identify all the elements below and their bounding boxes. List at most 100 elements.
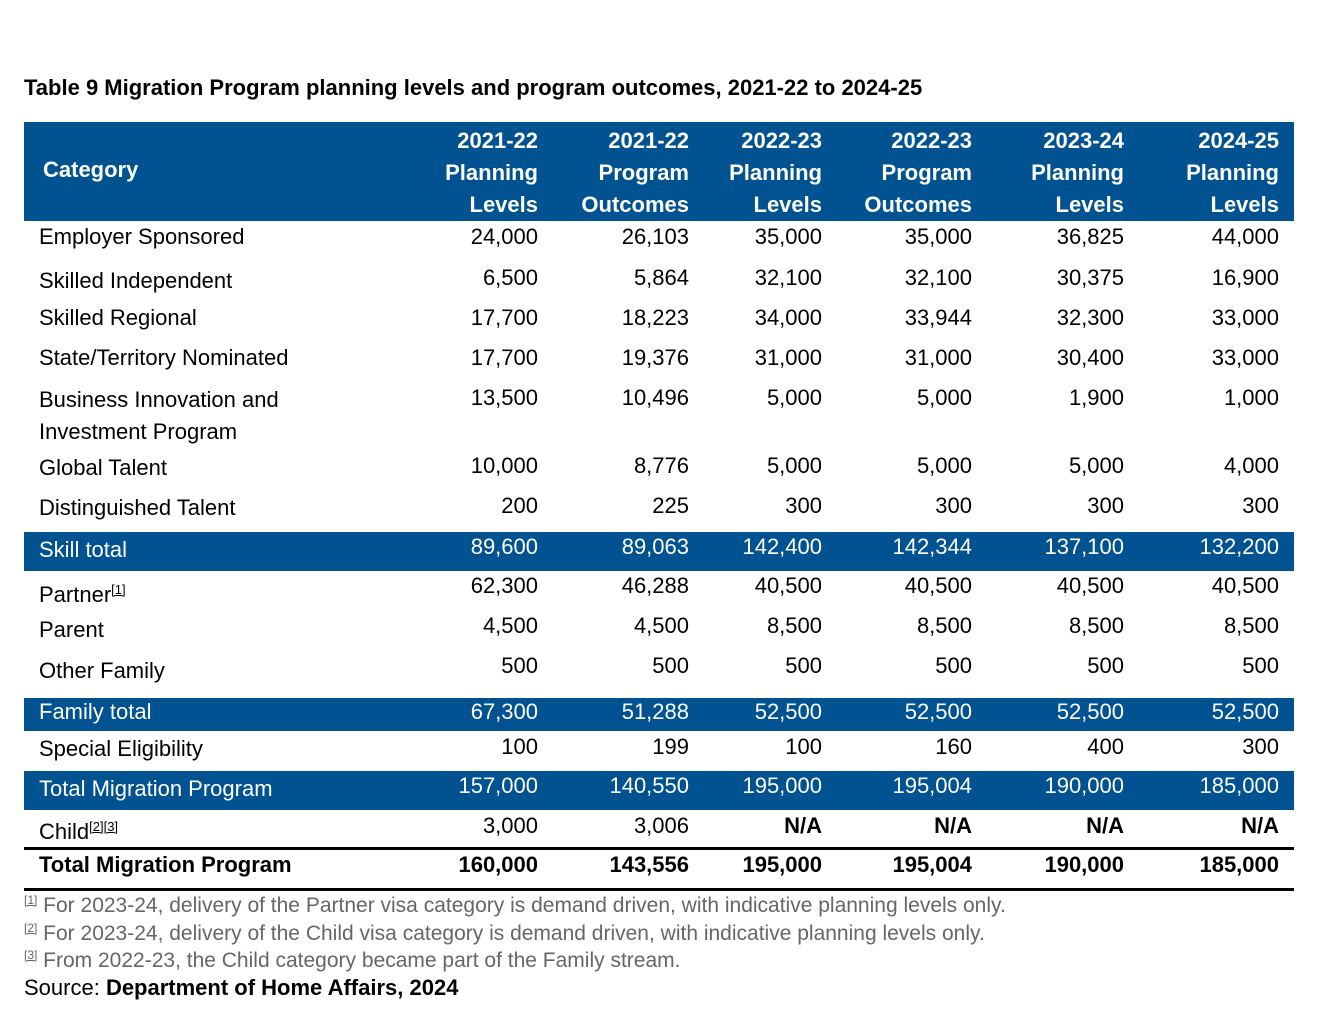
cell-value: 8,500 (766, 613, 822, 638)
footnote-text: From 2022-23, the Child category became … (37, 949, 681, 972)
table-row: Global Talent 10,000 8,776 5,000 5,000 5,000 4… (24, 449, 1294, 489)
row-label-text: Child (39, 819, 90, 844)
row-label: Distinguished Talent (39, 492, 236, 524)
cell-value: 143,556 (609, 852, 689, 877)
cell-value: 18,223 (621, 305, 689, 330)
cell-value: 142,400 (742, 534, 822, 559)
header-column: 2024-25 Planning Levels (1186, 125, 1279, 221)
cell-value: 17,700 (470, 305, 538, 330)
row-label-text: Parent (39, 617, 104, 642)
header-column: 2023-24 Planning Levels (1031, 125, 1124, 221)
cell-value: 195,004 (892, 773, 972, 798)
cell-value: 8,500 (916, 613, 972, 638)
cell-value: 8,500 (1223, 613, 1279, 638)
header-line: 2021-22 (608, 128, 689, 153)
cell-value: 8,776 (633, 453, 689, 478)
cell-value: 137,100 (1044, 534, 1124, 559)
header-line: Program (598, 160, 689, 185)
cell-value: 200 (501, 493, 538, 518)
footnote-mark[interactable]: [3] (24, 948, 38, 962)
table-row: Total Migration Program 160,000 143,556 195… (24, 849, 1294, 887)
row-label-text: Special Eligibility (39, 736, 203, 761)
cell-value: 195,000 (742, 852, 822, 877)
cell-value: 5,000 (916, 453, 972, 478)
footnote-mark[interactable]: [2] (24, 921, 38, 935)
cell-value: 32,100 (754, 265, 822, 290)
header-line: Planning (445, 160, 538, 185)
cell-value: 52,500 (904, 699, 972, 724)
cell-value: 46,288 (621, 573, 689, 598)
cell-value: 26,103 (621, 224, 689, 249)
cell-value: 35,000 (904, 224, 972, 249)
cell-value: 4,500 (633, 613, 689, 638)
cell-value: 19,376 (621, 345, 689, 370)
footnote-mark[interactable]: [1] (24, 893, 38, 907)
footnote-ref[interactable]: [1] (111, 582, 126, 597)
row-label-text: Family total (39, 699, 152, 724)
row-label: Total Migration Program (39, 849, 292, 881)
header-line: Planning (1031, 160, 1124, 185)
footnote: [3] From 2022-23, the Child category bec… (24, 948, 680, 973)
cell-value: 51,288 (621, 699, 689, 724)
cell-value: 35,000 (754, 224, 822, 249)
cell-value: 36,825 (1056, 224, 1124, 249)
row-label: Skill total (39, 534, 127, 566)
footnote-text: For 2023-24, delivery of the Partner vis… (37, 894, 1006, 917)
table-row: Special Eligibility 100 199 100 160 400 300 (24, 731, 1294, 771)
table-row: Skill total 89,600 89,063 142,400 142,344 137… (24, 532, 1294, 571)
header-line: 2024-25 (1198, 128, 1279, 153)
cell-value: 89,063 (621, 534, 689, 559)
header-column: 2022-23 Program Outcomes (864, 125, 972, 221)
cell-value: 140,550 (609, 773, 689, 798)
cell-value: 44,000 (1211, 224, 1279, 249)
footnote-ref[interactable]: [2][3] (89, 819, 119, 834)
total-bottom-rule (24, 888, 1294, 891)
cell-value: 6,500 (482, 265, 538, 290)
cell-value: 195,000 (742, 773, 822, 798)
row-label-text: Total Migration Program (39, 852, 292, 877)
cell-value: 33,944 (904, 305, 972, 330)
cell-value: 1,000 (1223, 385, 1279, 410)
header-line: Levels (1210, 192, 1280, 217)
cell-value: 3,006 (633, 813, 689, 838)
cell-value: 195,004 (892, 852, 972, 877)
cell-value: 500 (935, 653, 972, 678)
cell-value: 24,000 (470, 224, 538, 249)
table-row: Distinguished Talent 200 225 300 300 300 300 (24, 489, 1294, 532)
table-row: Child[2][3] 3,000 3,006 N/A N/A N/A N/A (24, 810, 1294, 847)
cell-value: 40,500 (1211, 573, 1279, 598)
cell-value: 34,000 (754, 305, 822, 330)
cell-value: 30,375 (1056, 265, 1124, 290)
cell-value: 8,500 (1068, 613, 1124, 638)
cell-value: 5,864 (633, 265, 689, 290)
cell-value: 52,500 (1211, 699, 1279, 724)
header-column: 2022-23 Planning Levels (729, 125, 822, 221)
table-row: Employer Sponsored 24,000 26,103 35,000 35,0… (24, 221, 1294, 257)
header-line: Levels (469, 192, 539, 217)
cell-value: 10,496 (621, 385, 689, 410)
cell-value: 33,000 (1211, 345, 1279, 370)
cell-value: 157,000 (458, 773, 538, 798)
row-label-text: Skilled Regional (39, 305, 197, 330)
cell-value: 225 (652, 493, 689, 518)
cell-value: 4,500 (482, 613, 538, 638)
row-label-text: Investment Program (39, 419, 238, 444)
header-line: Levels (1055, 192, 1125, 217)
cell-value: 10,000 (470, 453, 538, 478)
cell-value: 199 (652, 734, 689, 759)
row-label: Skilled Independent (39, 265, 232, 297)
cell-value: 100 (785, 734, 822, 759)
footnote: [1] For 2023-24, delivery of the Partner… (24, 893, 1006, 918)
source-label: Source: (24, 975, 106, 1000)
cell-value: 40,500 (904, 573, 972, 598)
row-label-text: Global Talent (39, 455, 168, 480)
cell-value: 40,500 (754, 573, 822, 598)
header-line: 2023-24 (1043, 128, 1124, 153)
header-line: Planning (1186, 160, 1279, 185)
cell-value: 142,344 (892, 534, 972, 559)
cell-value: 185,000 (1199, 852, 1279, 877)
row-label: Family total (39, 696, 151, 728)
header-line: Outcomes (581, 192, 689, 217)
source-line: Source: Department of Home Affairs, 2024 (24, 975, 458, 1001)
row-label-text: Business Innovation and (39, 387, 279, 412)
